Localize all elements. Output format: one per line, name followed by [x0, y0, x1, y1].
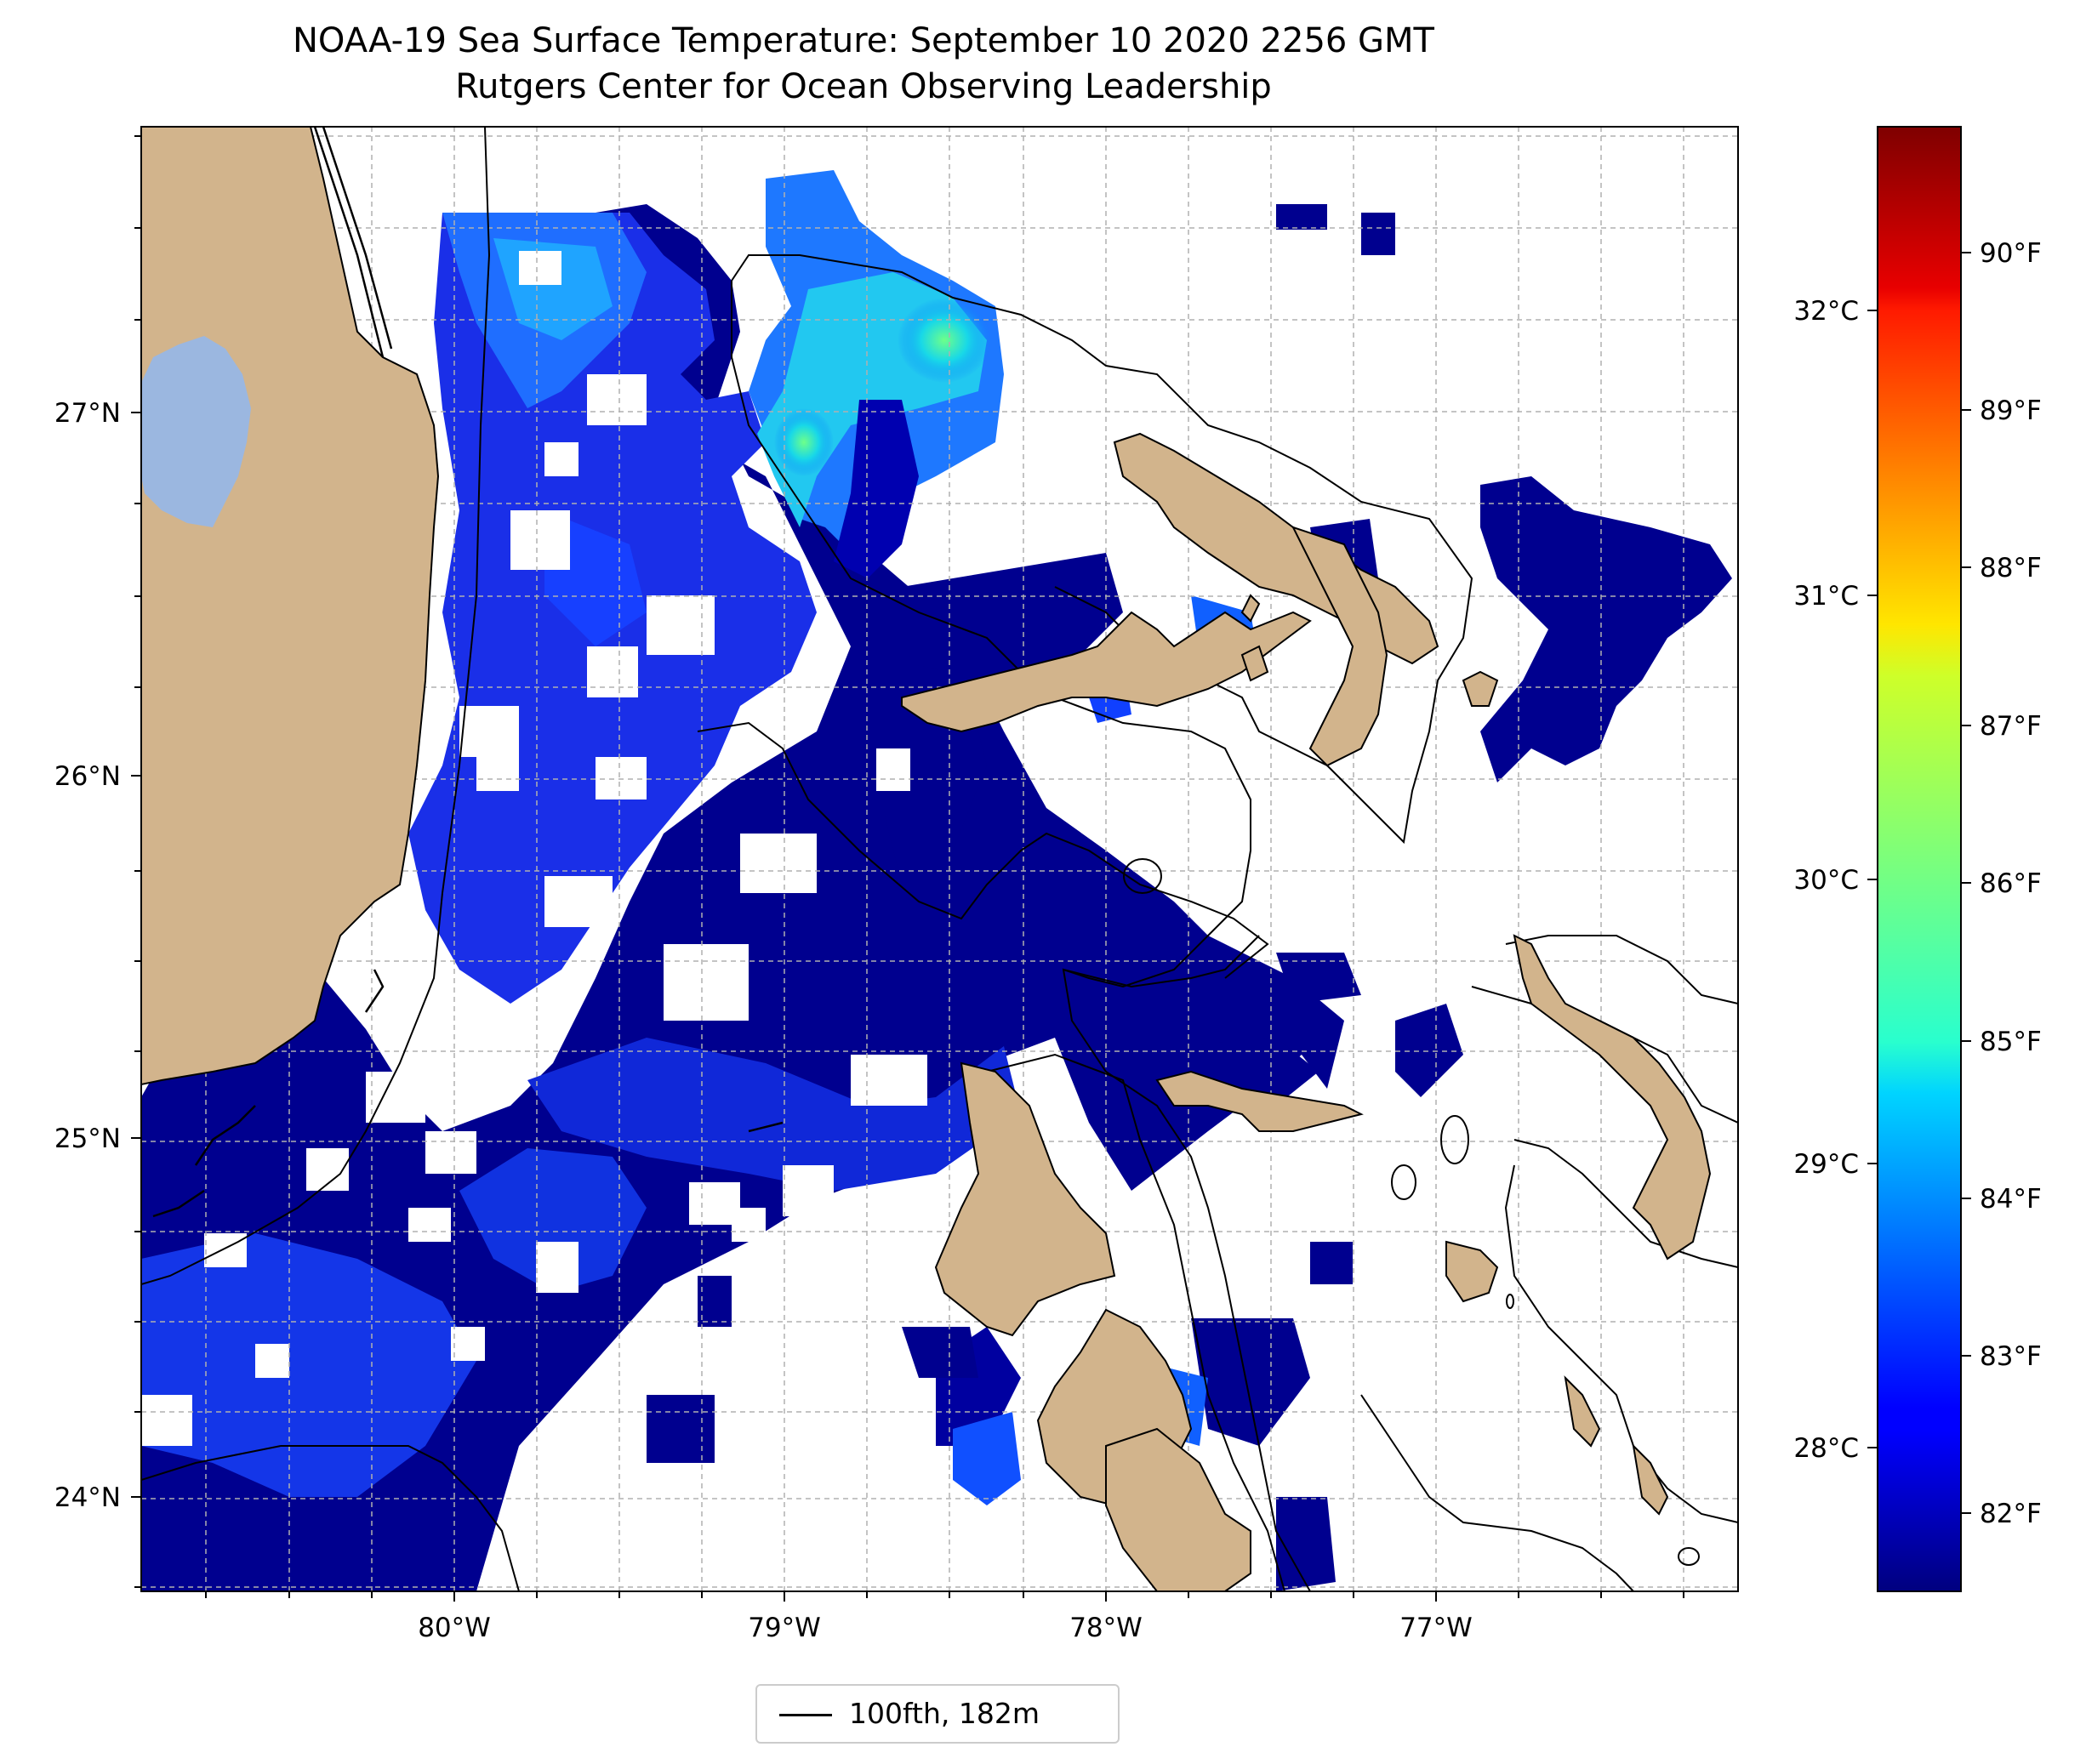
- contour-100fth: [141, 127, 1738, 1591]
- legend-line-swatch: [779, 1714, 832, 1716]
- legend-label: 100fth, 182m: [849, 1697, 1040, 1730]
- lat-tick-label-26: 26°N: [54, 761, 121, 792]
- cloud-gaps: [141, 251, 927, 1446]
- land: [141, 127, 1712, 1591]
- lon-ticks: [205, 1591, 1684, 1602]
- coastline-detail: [152, 127, 784, 1218]
- lat-tick-label-25: 25°N: [54, 1124, 121, 1154]
- colorbar-fahrenheit-ticks: [1961, 252, 1971, 1514]
- lat-ticks: [131, 135, 141, 1588]
- lon-tick-label-77: 77°W: [1399, 1613, 1473, 1643]
- legend: 100fth, 182m: [755, 1684, 1120, 1744]
- colorbar-c-label-32: 32°C: [1793, 296, 1859, 327]
- colorbar-celsius-ticks: [1867, 310, 1878, 1448]
- colorbar-f-label-87: 87°F: [1980, 711, 2042, 742]
- lat-tick-label-27: 27°N: [54, 398, 121, 429]
- colorbar-f-label-84: 84°F: [1980, 1184, 2042, 1215]
- colorbar-f-label-85: 85°F: [1980, 1027, 2042, 1057]
- colorbar-c-label-31: 31°C: [1793, 581, 1859, 612]
- colorbar-f-label-88: 88°F: [1980, 553, 2042, 583]
- lon-tick-label-79: 79°W: [748, 1613, 821, 1643]
- lon-tick-label-80: 80°W: [418, 1613, 491, 1643]
- colorbar-c-label-29: 29°C: [1793, 1149, 1859, 1180]
- colorbar-f-label-82: 82°F: [1980, 1499, 2042, 1529]
- lake-okeechobee: [141, 336, 251, 527]
- map-frame: [140, 126, 1739, 1592]
- colorbar-c-label-28: 28°C: [1793, 1433, 1859, 1464]
- colorbar: [1877, 126, 1962, 1592]
- lat-tick-label-24: 24°N: [54, 1482, 121, 1513]
- figure-title: NOAA-19 Sea Surface Temperature: Septemb…: [293, 21, 1434, 60]
- colorbar-f-label-90: 90°F: [1980, 238, 2042, 269]
- colorbar-f-label-83: 83°F: [1980, 1341, 2042, 1372]
- colorbar-f-label-89: 89°F: [1980, 395, 2042, 426]
- colorbar-f-label-86: 86°F: [1980, 868, 2042, 899]
- map-area: [141, 127, 1738, 1591]
- colorbar-c-label-30: 30°C: [1793, 865, 1859, 896]
- figure-subtitle: Rutgers Center for Ocean Observing Leade…: [455, 67, 1272, 106]
- lon-tick-label-78: 78°W: [1069, 1613, 1143, 1643]
